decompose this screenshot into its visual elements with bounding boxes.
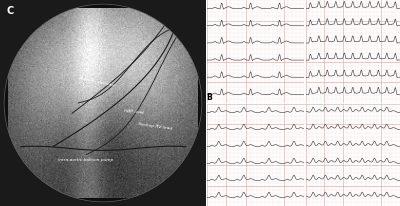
Text: B: B xyxy=(207,93,212,102)
Text: Ablation catheter: Ablation catheter xyxy=(78,76,116,88)
Text: C: C xyxy=(6,6,14,16)
Circle shape xyxy=(4,4,202,202)
Text: HBP lead: HBP lead xyxy=(124,109,144,114)
Text: intra-aortic balloon pump: intra-aortic balloon pump xyxy=(58,158,113,162)
Text: Backup RV lead: Backup RV lead xyxy=(138,122,172,131)
